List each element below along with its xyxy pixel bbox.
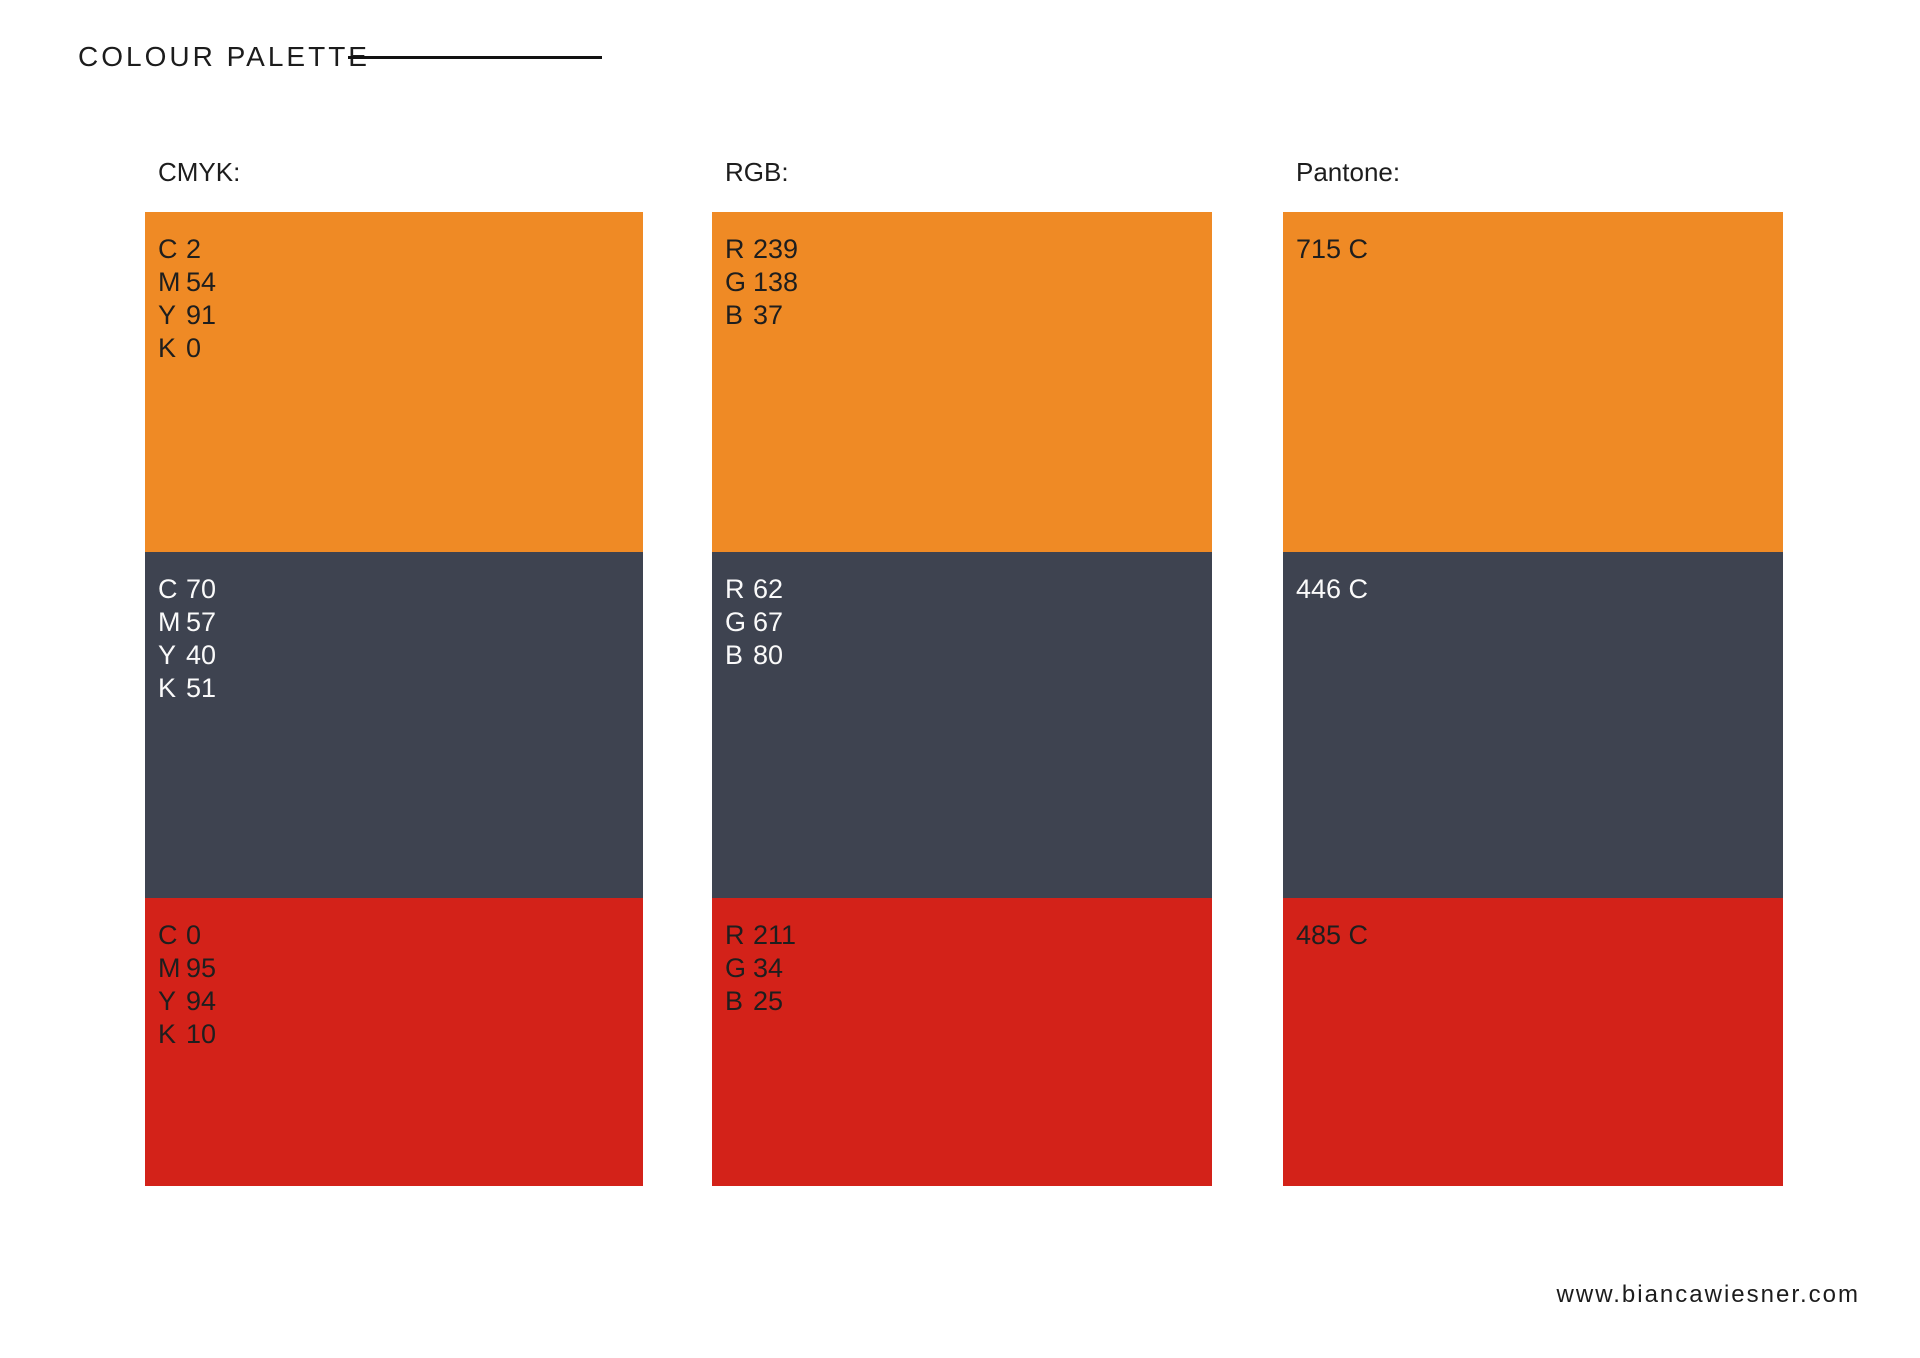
pantone-orange-swatch: 715 C [1283, 212, 1783, 552]
pantone-code: 715 C [1296, 234, 1369, 264]
cmyk-key: C [158, 574, 178, 604]
cmyk-value-line: K 10 [158, 1018, 633, 1051]
rgb-value: 34 [753, 953, 784, 983]
rgb-value: 25 [753, 986, 784, 1016]
rgb-value: 67 [753, 607, 784, 637]
rgb-key: R [725, 920, 745, 950]
rgb-key: B [725, 986, 744, 1016]
cmyk-key: Y [158, 986, 177, 1016]
cmyk-key: Y [158, 640, 177, 670]
cmyk-value: 51 [186, 673, 217, 703]
rgb-value-line: G 67 [725, 606, 1202, 639]
rgb-value: 239 [753, 234, 799, 264]
cmyk-value-line: Y 94 [158, 985, 633, 1018]
rgb-key: R [725, 574, 745, 604]
cmyk-value: 91 [186, 300, 217, 330]
website-url: www.biancawiesner.com [1556, 1281, 1860, 1308]
rgb-key: B [725, 640, 744, 670]
rgb-value-line: B 80 [725, 639, 1202, 672]
rgb-column-header: RGB: [725, 157, 789, 187]
rgb-value-line: G 138 [725, 266, 1202, 299]
cmyk-value-line: K 51 [158, 672, 633, 705]
cmyk-value: 54 [186, 267, 217, 297]
cmyk-value-line: Y 40 [158, 639, 633, 672]
cmyk-value-line: M 57 [158, 606, 633, 639]
cmyk-value-line: M 95 [158, 952, 633, 985]
cmyk-key: K [158, 333, 177, 363]
cmyk-key: C [158, 234, 178, 264]
rgb-value: 62 [753, 574, 784, 604]
cmyk-value-line: M 54 [158, 266, 633, 299]
cmyk-value-line: C 70 [158, 573, 633, 606]
rgb-value-line: R 211 [725, 919, 1202, 952]
pantone-code: 446 C [1296, 574, 1369, 604]
rgb-value-line: B 25 [725, 985, 1202, 1018]
pantone-slate-swatch: 446 C [1283, 552, 1783, 898]
rgb-value-line: R 62 [725, 573, 1202, 606]
title-rule-line [348, 56, 602, 59]
page-title: COLOUR PALETTE [78, 41, 370, 72]
cmyk-slate-swatch: C 70 M 57 Y 40 K 51 [145, 552, 643, 898]
cmyk-key: Y [158, 300, 177, 330]
rgb-key: G [725, 267, 747, 297]
cmyk-value: 95 [186, 953, 217, 983]
rgb-value-line: R 239 [725, 233, 1202, 266]
pantone-swatch-stack: 715 C 446 C 485 C [1283, 212, 1783, 1186]
pantone-column: Pantone: 715 C 446 C 485 C [1283, 0, 1783, 1358]
rgb-value: 80 [753, 640, 784, 670]
rgb-key: B [725, 300, 744, 330]
rgb-swatch-stack: R 239 G 138 B 37 R 62 G 67 B 80 R 211 G 34 B 25 [712, 212, 1212, 1186]
rgb-key: G [725, 607, 747, 637]
cmyk-value: 94 [186, 986, 217, 1016]
rgb-key: R [725, 234, 745, 264]
cmyk-value-line: Y 91 [158, 299, 633, 332]
cmyk-key: M [158, 953, 181, 983]
cmyk-value: 2 [186, 234, 202, 264]
cmyk-value: 10 [186, 1019, 217, 1049]
pantone-code: 485 C [1296, 920, 1369, 950]
cmyk-key: K [158, 1019, 177, 1049]
rgb-value-line: B 37 [725, 299, 1202, 332]
rgb-key: G [725, 953, 747, 983]
cmyk-key: M [158, 607, 181, 637]
cmyk-value: 40 [186, 640, 217, 670]
cmyk-value: 57 [186, 607, 217, 637]
cmyk-value: 0 [186, 920, 202, 950]
cmyk-key: C [158, 920, 178, 950]
rgb-red-swatch: R 211 G 34 B 25 [712, 898, 1212, 1186]
cmyk-value: 70 [186, 574, 217, 604]
cmyk-column-header: CMYK: [158, 157, 241, 187]
rgb-value: 138 [753, 267, 799, 297]
cmyk-value: 0 [186, 333, 202, 363]
rgb-column: RGB: R 239 G 138 B 37 R 62 G 67 B 80 R 211 G 34 … [712, 0, 1212, 1358]
rgb-slate-swatch: R 62 G 67 B 80 [712, 552, 1212, 898]
rgb-value: 37 [753, 300, 784, 330]
rgb-value-line: G 34 [725, 952, 1202, 985]
rgb-orange-swatch: R 239 G 138 B 37 [712, 212, 1212, 552]
pantone-red-swatch: 485 C [1283, 898, 1783, 1186]
cmyk-key: M [158, 267, 181, 297]
pantone-column-header: Pantone: [1296, 157, 1401, 187]
rgb-value: 211 [753, 920, 797, 950]
cmyk-key: K [158, 673, 177, 703]
